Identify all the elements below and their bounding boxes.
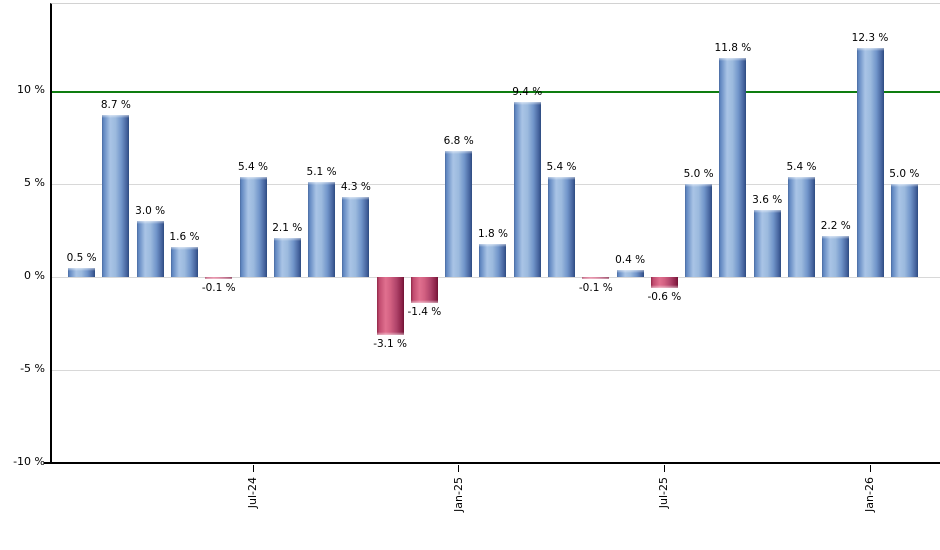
bar-May-25 xyxy=(582,275,610,279)
bar-Feb-25 xyxy=(479,243,507,277)
x-axis-label-Jan-25: Jan-25 xyxy=(451,477,465,512)
bar-value-label-Jan-25: 6.8 % xyxy=(443,134,474,147)
bar-value-label-Mar-25: 9.4 % xyxy=(512,86,543,99)
bar-Aug-25 xyxy=(685,184,713,277)
bar-Jan-25 xyxy=(445,150,473,277)
bar-Nov-24 xyxy=(376,277,404,335)
bar-value-label-Aug-25: 5.0 % xyxy=(683,168,714,180)
plot-area: 0.5 % 8.7 % 3.0 % 1.6 % -0.1 % 5.4 % 2.1 % 5.1 … xyxy=(50,3,940,464)
bar-value-label-Dec-25: 2.2 % xyxy=(820,220,851,233)
y-axis-end-tick xyxy=(44,462,50,464)
bar-value-label-Sep-24: 5.1 % xyxy=(306,166,337,179)
x-axis-tick-Jul-24 xyxy=(252,465,254,472)
bar-Aug-24 xyxy=(273,237,301,277)
bar-Mar-25 xyxy=(513,102,541,277)
y-axis-label--10: -10 % xyxy=(13,455,45,468)
bar-Apr-25 xyxy=(548,176,576,277)
gridline-5pct xyxy=(52,184,940,185)
bar-May-24 xyxy=(170,247,198,277)
gridline--5pct xyxy=(52,370,940,371)
bar-value-label-Mar-24: 8.7 % xyxy=(100,99,131,112)
bar-value-label-Oct-24: 4.3 % xyxy=(340,181,371,194)
bar-Jun-24 xyxy=(205,275,233,279)
bar-Oct-24 xyxy=(342,197,370,277)
bar-Feb-26 xyxy=(890,184,918,277)
bar-value-label-Sep-25: 11.8 % xyxy=(714,41,752,54)
bar-value-label-Nov-24: -3.1 % xyxy=(373,337,408,350)
bar-Jul-24 xyxy=(239,176,267,277)
bar-Apr-24 xyxy=(136,221,164,277)
x-axis-tick-Jul-25 xyxy=(663,465,665,472)
bar-value-label-Jul-25: -0.6 % xyxy=(647,291,682,304)
y-axis-label-10: 10 % xyxy=(17,83,45,96)
bar-value-label-Feb-26: 5.0 % xyxy=(889,168,920,180)
y-axis-label-5: 5 % xyxy=(24,176,45,189)
bar-Jan-26 xyxy=(856,48,884,277)
bar-Jun-25 xyxy=(616,269,644,277)
bar-value-label-May-25: -0.1 % xyxy=(578,281,613,294)
x-axis-label-Jul-25: Jul-25 xyxy=(657,477,671,509)
reference-line-10pct xyxy=(52,90,940,93)
bar-value-label-Jan-26: 12.3 % xyxy=(851,32,889,45)
bar-Oct-25 xyxy=(753,210,781,277)
bar-Nov-25 xyxy=(787,176,815,277)
gridline-0pct xyxy=(52,277,940,278)
y-axis-label--5: -5 % xyxy=(20,362,45,375)
bar-value-label-Apr-25: 5.4 % xyxy=(546,160,577,173)
bar-value-label-Apr-24: 3.0 % xyxy=(135,205,166,218)
bar-Dec-25 xyxy=(822,236,850,277)
bar-Dec-24 xyxy=(410,277,438,304)
bar-value-label-Feb-25: 1.8 % xyxy=(477,227,508,240)
bar-value-label-Jun-25: 0.4 % xyxy=(615,253,646,266)
bar-Mar-24 xyxy=(102,115,130,277)
bar-Feb-24 xyxy=(68,267,96,277)
bar-value-label-Nov-25: 5.4 % xyxy=(786,160,817,173)
bar-value-label-May-24: 1.6 % xyxy=(169,231,200,244)
x-axis-tick-Jan-26 xyxy=(869,465,871,472)
bar-Sep-25 xyxy=(719,57,747,277)
bar-value-label-Feb-24: 0.5 % xyxy=(66,251,97,264)
y-axis-label-0: 0 % xyxy=(24,269,45,282)
bar-value-label-Dec-24: -1.4 % xyxy=(407,306,442,319)
x-axis-tick-Jan-25 xyxy=(458,465,460,472)
bar-Sep-24 xyxy=(308,182,336,277)
bar-value-label-Oct-25: 3.6 % xyxy=(752,194,783,207)
bar-Jul-25 xyxy=(650,277,678,289)
bar-value-label-Aug-24: 2.1 % xyxy=(272,221,303,234)
bar-value-label-Jun-24: -0.1 % xyxy=(201,281,236,294)
x-axis-label-Jul-24: Jul-24 xyxy=(246,477,259,509)
x-axis-label-Jan-26: Jan-26 xyxy=(863,477,877,512)
bar-value-label-Jul-24: 5.4 % xyxy=(237,160,268,173)
